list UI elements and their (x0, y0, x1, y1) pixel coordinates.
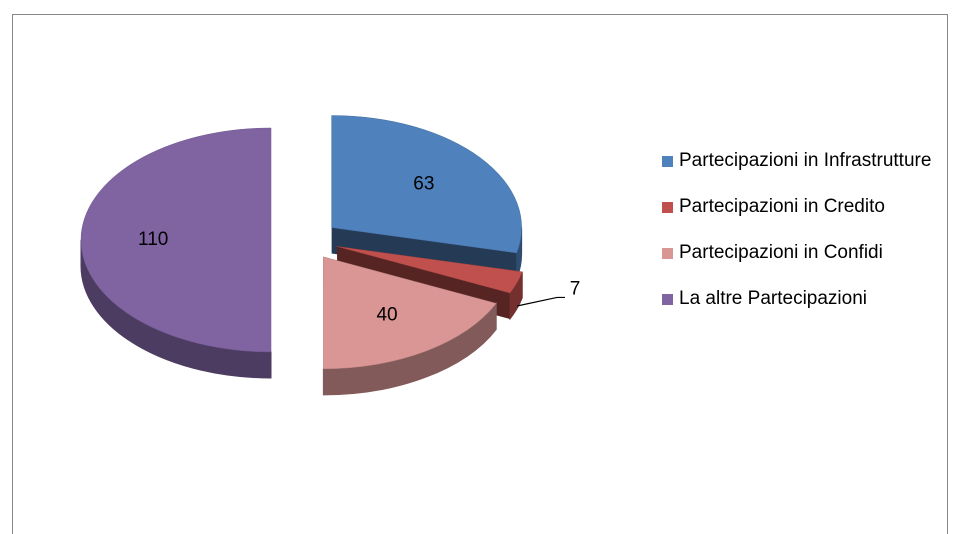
legend-label: La altre Partecipazioni (679, 288, 867, 309)
legend-swatch (662, 294, 673, 305)
pie-tops (80, 115, 523, 370)
legend-item: Partecipazioni in Confidi (662, 240, 947, 266)
slice (331, 115, 522, 254)
data-label: 110 (138, 229, 168, 250)
legend-item: La altre Partecipazioni (662, 286, 947, 312)
data-label: 63 (413, 173, 434, 194)
legend-label: Partecipazioni in Infrastrutture (679, 150, 932, 171)
legend-swatch (662, 156, 673, 167)
slice (80, 127, 272, 353)
slice (337, 246, 523, 294)
page: 63 7 40 110 Partecipazioni in Infrastruttur… (12, 14, 948, 534)
chart-frame (12, 14, 948, 534)
legend-item: Partecipazioni in Infrastrutture (662, 148, 947, 174)
legend-swatch (662, 248, 673, 259)
legend-item: Partecipazioni in Credito (662, 194, 947, 220)
legend-label: Partecipazioni in Confidi (679, 242, 883, 263)
data-label: 7 (570, 278, 581, 299)
chart: 63 7 40 110 (80, 115, 580, 396)
legend: Partecipazioni in Infrastrutture Partecip… (662, 148, 947, 332)
slice (323, 256, 497, 370)
leader-line (516, 296, 565, 307)
data-label: 40 (376, 304, 397, 325)
legend-swatch (662, 202, 673, 213)
data-labels: 63 7 40 110 (138, 173, 580, 325)
legend-label: Partecipazioni in Credito (679, 196, 885, 217)
